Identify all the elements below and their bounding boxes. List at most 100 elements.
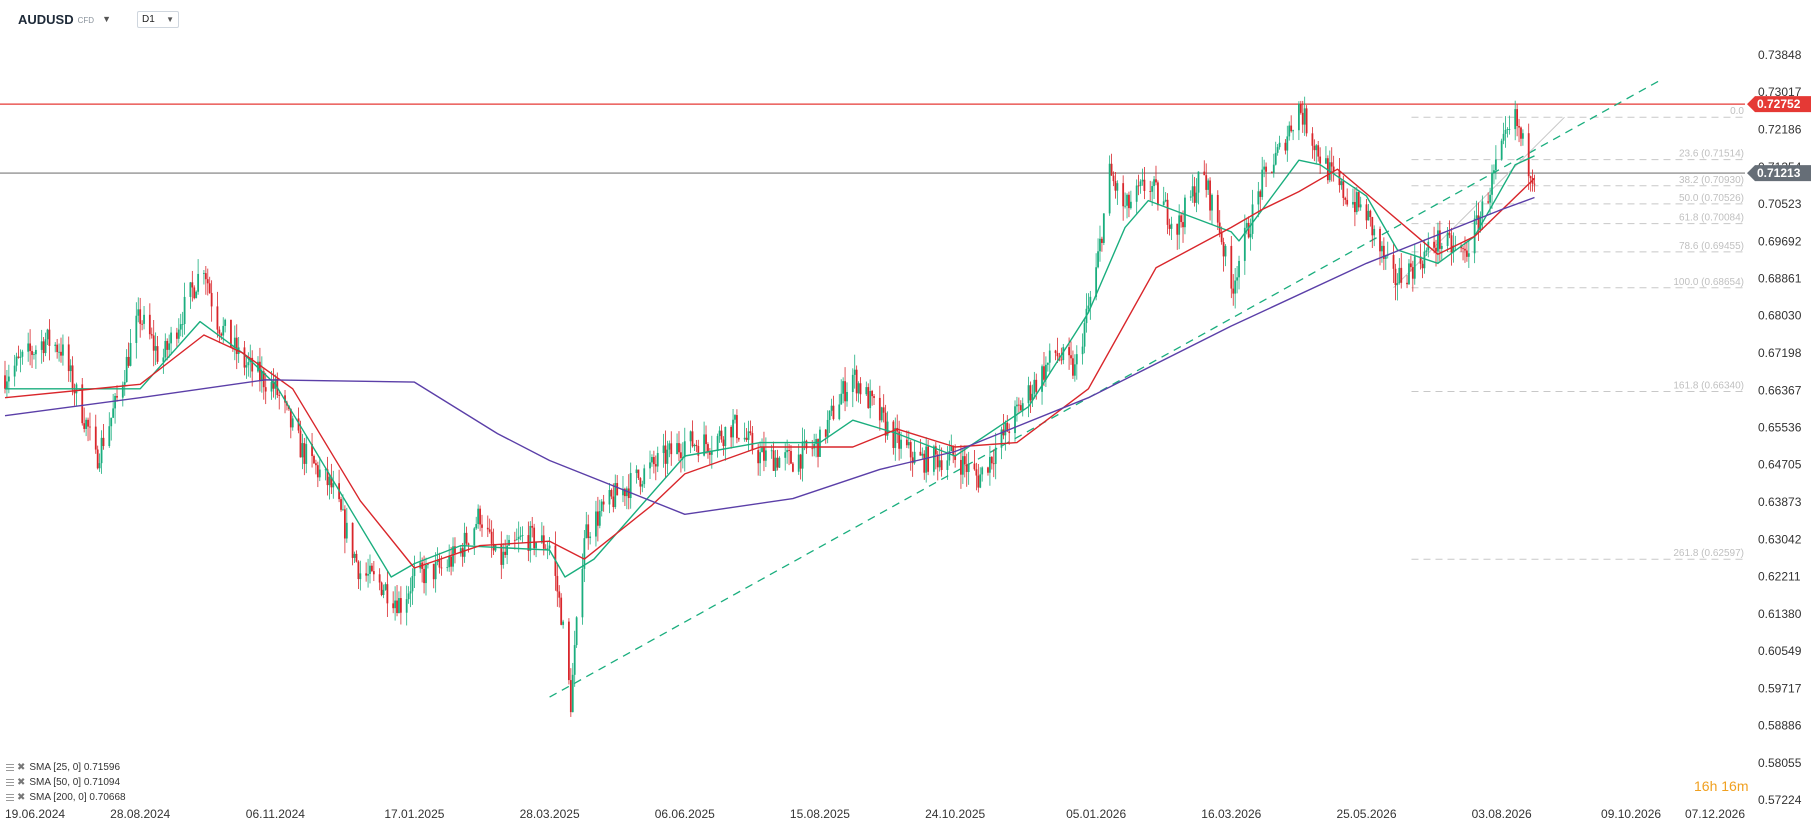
candle-body <box>1230 245 1233 289</box>
candle-body <box>127 356 130 366</box>
candle-body <box>919 451 922 456</box>
candle-body <box>1394 268 1397 285</box>
candle-body <box>892 421 895 448</box>
candle-body <box>1097 251 1099 268</box>
candle-body <box>529 525 532 551</box>
candle-body <box>975 469 978 476</box>
series-line-sma-50-0- <box>4 168 1535 569</box>
symbol-dropdown-icon[interactable]: ▼ <box>102 14 111 24</box>
candle-body <box>210 292 213 307</box>
candle-body <box>465 532 468 544</box>
candle-body <box>1182 222 1184 228</box>
candle-body <box>602 501 605 505</box>
candle-body <box>1205 175 1208 190</box>
candle-body <box>1516 109 1519 127</box>
candle-body <box>1297 103 1300 131</box>
candle-body <box>6 381 8 389</box>
candle-body <box>651 457 653 463</box>
legend-item-sma25[interactable]: ✖ SMA [25, 0] 0.71596 <box>6 760 126 775</box>
candle-body <box>763 446 765 461</box>
candle-body <box>1164 199 1167 202</box>
candle-body <box>909 442 912 458</box>
candle-body <box>270 381 273 392</box>
candle-body <box>734 415 736 420</box>
candle-body <box>803 440 806 442</box>
candle-body <box>1089 296 1092 306</box>
candle-body <box>1116 183 1119 191</box>
candlesticks <box>4 96 1536 717</box>
candle-body <box>851 374 854 393</box>
candle-body <box>353 553 356 558</box>
candle-body <box>162 357 165 362</box>
candle-body <box>1017 404 1020 406</box>
candle-body <box>805 440 808 449</box>
candle-body <box>345 522 348 539</box>
fibonacci-anchor-line <box>1393 116 1565 289</box>
candle-body <box>1075 354 1078 365</box>
candle-body <box>1425 250 1428 252</box>
candle-body <box>114 395 116 409</box>
settings-icon[interactable] <box>6 779 14 786</box>
candle-body <box>1224 245 1227 257</box>
close-icon[interactable]: ✖ <box>17 762 26 773</box>
candle-body <box>1122 183 1125 207</box>
candle-body <box>569 680 572 713</box>
candle-body <box>1166 199 1169 225</box>
candle-body <box>1466 250 1468 257</box>
legend-item-sma50[interactable]: ✖ SMA [50, 0] 0.71094 <box>6 775 126 790</box>
candle-body <box>243 347 246 368</box>
candle-body <box>747 431 750 440</box>
indicator-legend: ✖ SMA [25, 0] 0.71596 ✖ SMA [50, 0] 0.71… <box>6 760 126 805</box>
candle-body <box>1234 280 1237 294</box>
candle-body <box>1249 233 1252 238</box>
candle-body <box>1265 166 1267 172</box>
candle-body <box>1245 222 1248 228</box>
candle-body <box>1475 215 1478 219</box>
candle-body <box>326 469 329 486</box>
timeframe-select[interactable]: D1 ▼ <box>137 10 179 28</box>
candle-body <box>423 568 425 584</box>
candle-body <box>967 463 970 473</box>
candle-body <box>598 511 601 526</box>
candle-body <box>413 568 416 577</box>
close-icon[interactable]: ✖ <box>17 792 26 803</box>
candle-body <box>1421 263 1424 269</box>
candle-body <box>828 410 831 420</box>
candle-body <box>1006 422 1009 432</box>
candle-body <box>1247 222 1250 238</box>
legend-label: SMA [200, 0] 0.70668 <box>29 792 126 803</box>
candle-body <box>139 309 142 324</box>
candle-body <box>1379 228 1381 252</box>
countdown-minutes-unit: m <box>1736 778 1749 794</box>
legend-item-sma200[interactable]: ✖ SMA [200, 0] 0.70668 <box>6 790 126 805</box>
y-tick-label: 0.63873 <box>1758 495 1802 509</box>
candle-body <box>1068 347 1070 356</box>
settings-icon[interactable] <box>6 794 14 801</box>
candle-body <box>367 573 369 576</box>
y-tick-label: 0.63042 <box>1758 532 1802 546</box>
candle-body <box>641 484 644 487</box>
close-icon[interactable]: ✖ <box>17 777 26 788</box>
candle-body <box>790 450 792 464</box>
symbol-name[interactable]: AUDUSD <box>18 11 74 27</box>
settings-icon[interactable] <box>6 764 14 771</box>
candle-body <box>981 467 984 475</box>
candle-body <box>1508 129 1511 130</box>
candle-body <box>871 391 874 397</box>
candle-body <box>60 351 62 356</box>
candle-body <box>46 329 49 340</box>
candle-body <box>934 446 937 455</box>
candle-body <box>1232 288 1235 294</box>
candle-body <box>774 457 777 471</box>
candle-body <box>1305 108 1308 134</box>
candle-body <box>315 463 317 466</box>
candle-body <box>305 444 308 464</box>
candle-body <box>792 463 794 472</box>
candle-body <box>784 452 787 458</box>
candle-body <box>898 431 901 449</box>
candle-body <box>222 325 225 336</box>
candle-body <box>1087 305 1090 309</box>
candle-body <box>1259 191 1262 197</box>
candle-body <box>925 446 928 473</box>
